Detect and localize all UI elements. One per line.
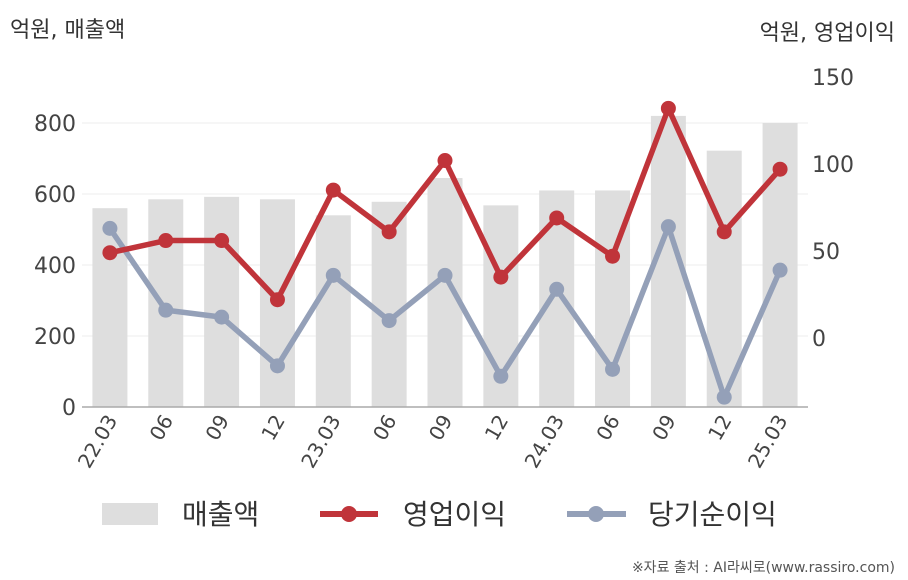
point-operating xyxy=(214,233,230,249)
legend-swatch-revenue xyxy=(102,503,158,525)
point-net xyxy=(549,281,565,297)
right-tick-label: 100 xyxy=(812,153,854,178)
point-operating xyxy=(493,269,509,285)
point-net xyxy=(660,219,676,235)
legend-marker-operating xyxy=(341,506,357,522)
point-operating xyxy=(605,248,621,264)
point-net xyxy=(493,368,509,384)
right-tick-label: 0 xyxy=(812,327,826,352)
point-net xyxy=(325,267,341,283)
point-operating xyxy=(381,224,397,240)
right-tick-label: 150 xyxy=(812,66,854,91)
x-tick-label: 09 xyxy=(200,411,234,445)
point-net xyxy=(269,358,285,374)
legend-label-revenue: 매출액 xyxy=(182,498,259,531)
x-tick-label: 22.03 xyxy=(73,411,122,473)
left-tick-label: 800 xyxy=(34,112,76,137)
point-operating xyxy=(437,153,453,169)
point-operating xyxy=(269,292,285,308)
left-tick-label: 200 xyxy=(34,325,76,350)
legend: 매출액 영업이익 당기순이익 xyxy=(102,498,777,531)
x-tick-label: 12 xyxy=(703,411,737,445)
x-tick-label: 09 xyxy=(424,411,458,445)
point-net xyxy=(381,313,397,329)
left-tick-label: 0 xyxy=(62,396,76,421)
x-tick-label: 12 xyxy=(256,411,290,445)
x-tick-label: 09 xyxy=(647,411,681,445)
point-operating xyxy=(158,233,174,249)
left-tick-label: 400 xyxy=(34,254,76,279)
x-tick-label: 06 xyxy=(145,411,179,445)
point-net xyxy=(772,262,788,278)
bar-revenue xyxy=(92,208,128,407)
point-operating xyxy=(716,224,732,240)
right-tick-label: 50 xyxy=(812,240,840,265)
point-operating xyxy=(660,100,676,116)
x-tick-label: 24.03 xyxy=(520,411,569,473)
lines-group xyxy=(102,100,788,405)
bar-revenue xyxy=(204,196,240,407)
point-operating xyxy=(549,210,565,226)
point-operating xyxy=(772,161,788,177)
x-tick-label: 25.03 xyxy=(743,411,792,473)
right-axis-unit: 억원, 영업이익 xyxy=(760,21,895,46)
point-operating xyxy=(325,182,341,198)
legend-label-net: 당기순이익 xyxy=(648,498,777,531)
right-axis-ticks: 0 50 100 150 xyxy=(812,66,854,352)
legend-marker-net xyxy=(588,506,604,522)
source-note: ※자료 출처 : AI라씨로(www.rassiro.com) xyxy=(632,560,895,576)
x-tick-label: 23.03 xyxy=(296,411,345,473)
x-tick-label: 12 xyxy=(480,411,514,445)
left-axis-unit: 억원, 매출액 xyxy=(10,18,125,43)
left-axis-ticks: 0 200 400 600 800 xyxy=(34,112,76,421)
legend-label-operating: 영업이익 xyxy=(403,498,506,531)
point-net xyxy=(102,220,118,236)
x-tick-label: 06 xyxy=(368,411,402,445)
x-axis-ticks: 22.03 06 09 12 23.03 06 09 12 24.03 06 09 12 25.03 xyxy=(73,411,793,473)
point-net xyxy=(214,309,230,325)
point-net xyxy=(437,267,453,283)
point-operating xyxy=(102,245,118,261)
point-net xyxy=(605,361,621,377)
x-tick-label: 06 xyxy=(591,411,625,445)
point-net xyxy=(158,302,174,318)
bar-revenue xyxy=(315,215,351,407)
point-net xyxy=(716,389,732,405)
left-tick-label: 600 xyxy=(34,183,76,208)
